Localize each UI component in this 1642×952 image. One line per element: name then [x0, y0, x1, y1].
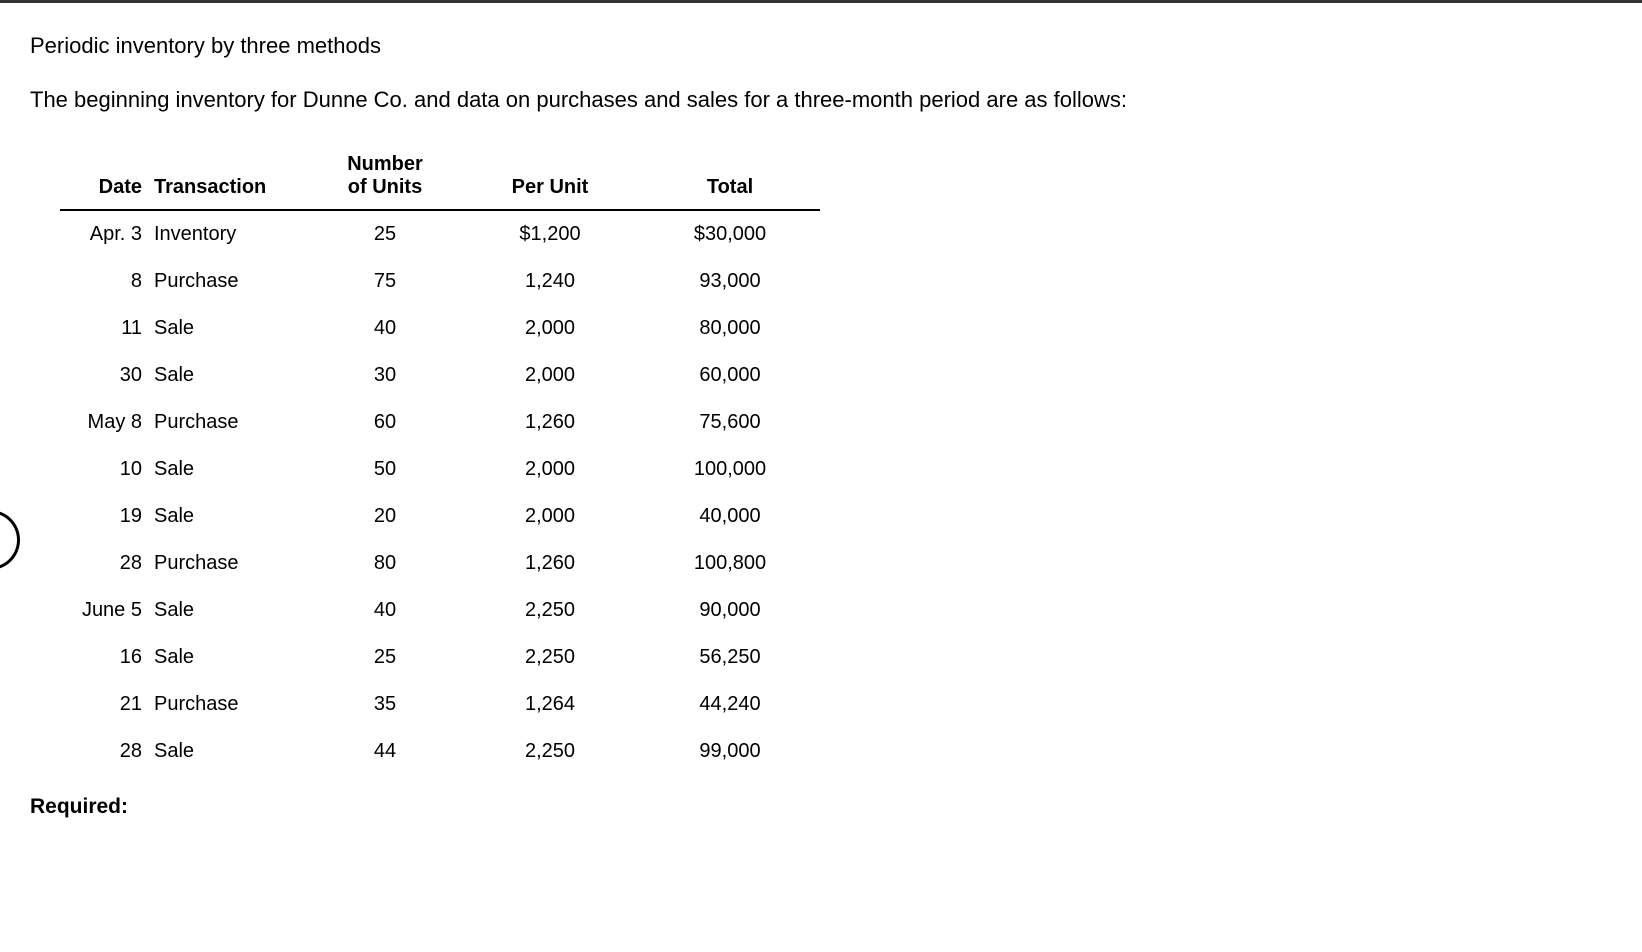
cell-total: 100,800: [640, 540, 820, 587]
table-row: 8 Purchase 75 1,240 93,000: [60, 258, 820, 305]
table-row: 28 Purchase 80 1,260 100,800: [60, 540, 820, 587]
cell-transaction: Purchase: [150, 399, 310, 446]
cell-total: 90,000: [640, 587, 820, 634]
cell-date: 28: [60, 728, 150, 775]
cell-per-unit: 2,000: [460, 352, 640, 399]
cell-transaction: Sale: [150, 493, 310, 540]
cell-per-unit: 2,000: [460, 305, 640, 352]
table-row: 28 Sale 44 2,250 99,000: [60, 728, 820, 775]
cell-per-unit: 1,260: [460, 399, 640, 446]
table-header-row: Date Transaction Number of Units Per Uni…: [60, 143, 820, 210]
table-row: June 5 Sale 40 2,250 90,000: [60, 587, 820, 634]
table-row: 19 Sale 20 2,000 40,000: [60, 493, 820, 540]
cell-per-unit: $1,200: [460, 210, 640, 258]
page-description: The beginning inventory for Dunne Co. an…: [30, 87, 1612, 113]
cell-date: May 8: [60, 399, 150, 446]
cell-per-unit: 2,000: [460, 493, 640, 540]
cell-units: 75: [310, 258, 460, 305]
cell-date: June 5: [60, 587, 150, 634]
header-per-unit: Per Unit: [460, 143, 640, 210]
cell-date: 10: [60, 446, 150, 493]
cell-per-unit: 1,260: [460, 540, 640, 587]
cell-date: 21: [60, 681, 150, 728]
cell-date: 8: [60, 258, 150, 305]
cell-transaction: Sale: [150, 728, 310, 775]
cell-date: 28: [60, 540, 150, 587]
table-row: Apr. 3 Inventory 25 $1,200 $30,000: [60, 210, 820, 258]
header-units-line2: of Units: [348, 176, 422, 198]
cell-units: 25: [310, 210, 460, 258]
cell-total: 93,000: [640, 258, 820, 305]
table-row: 30 Sale 30 2,000 60,000: [60, 352, 820, 399]
table-row: 21 Purchase 35 1,264 44,240: [60, 681, 820, 728]
page-title: Periodic inventory by three methods: [30, 33, 1612, 59]
cell-total: $30,000: [640, 210, 820, 258]
header-units: Number of Units: [310, 143, 460, 210]
header-date: Date: [60, 143, 150, 210]
cell-date: Apr. 3: [60, 210, 150, 258]
header-units-line1: Number: [347, 153, 423, 175]
cell-total: 100,000: [640, 446, 820, 493]
content-container: Periodic inventory by three methods The …: [0, 33, 1642, 819]
cell-date: 19: [60, 493, 150, 540]
cell-transaction: Sale: [150, 446, 310, 493]
header-transaction: Transaction: [150, 143, 310, 210]
cell-units: 60: [310, 399, 460, 446]
table-row: 10 Sale 50 2,000 100,000: [60, 446, 820, 493]
table-body: Apr. 3 Inventory 25 $1,200 $30,000 8 Pur…: [60, 210, 820, 775]
top-border-line: [0, 0, 1642, 3]
inventory-table: Date Transaction Number of Units Per Uni…: [60, 143, 820, 775]
cell-date: 11: [60, 305, 150, 352]
cell-units: 50: [310, 446, 460, 493]
cell-total: 80,000: [640, 305, 820, 352]
cell-date: 30: [60, 352, 150, 399]
cell-units: 40: [310, 305, 460, 352]
cell-transaction: Purchase: [150, 540, 310, 587]
cell-total: 40,000: [640, 493, 820, 540]
cell-date: 16: [60, 634, 150, 681]
cell-units: 44: [310, 728, 460, 775]
cell-transaction: Purchase: [150, 258, 310, 305]
cell-per-unit: 2,000: [460, 446, 640, 493]
required-label: Required:: [30, 795, 1612, 819]
cell-total: 56,250: [640, 634, 820, 681]
cell-transaction: Purchase: [150, 681, 310, 728]
cell-units: 40: [310, 587, 460, 634]
cell-per-unit: 1,240: [460, 258, 640, 305]
cell-total: 99,000: [640, 728, 820, 775]
cell-transaction: Inventory: [150, 210, 310, 258]
table-row: May 8 Purchase 60 1,260 75,600: [60, 399, 820, 446]
cell-transaction: Sale: [150, 634, 310, 681]
cell-units: 35: [310, 681, 460, 728]
cell-transaction: Sale: [150, 352, 310, 399]
cell-per-unit: 2,250: [460, 634, 640, 681]
cell-units: 20: [310, 493, 460, 540]
cell-total: 60,000: [640, 352, 820, 399]
cell-total: 75,600: [640, 399, 820, 446]
cell-transaction: Sale: [150, 305, 310, 352]
cell-per-unit: 1,264: [460, 681, 640, 728]
table-row: 16 Sale 25 2,250 56,250: [60, 634, 820, 681]
cell-per-unit: 2,250: [460, 728, 640, 775]
cell-units: 25: [310, 634, 460, 681]
header-total: Total: [640, 143, 820, 210]
cell-units: 80: [310, 540, 460, 587]
cell-per-unit: 2,250: [460, 587, 640, 634]
cell-total: 44,240: [640, 681, 820, 728]
table-row: 11 Sale 40 2,000 80,000: [60, 305, 820, 352]
cell-transaction: Sale: [150, 587, 310, 634]
cell-units: 30: [310, 352, 460, 399]
